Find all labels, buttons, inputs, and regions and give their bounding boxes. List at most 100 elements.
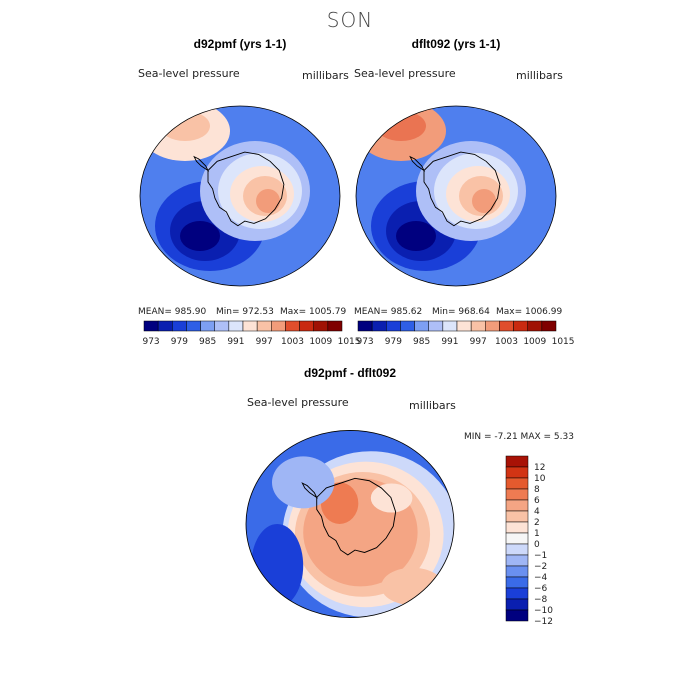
panel2-colorbar-swatch-4 — [414, 320, 429, 332]
panel1-colorbar-tick-label: 1003 — [281, 337, 304, 347]
panel3-colorbar-swatch-4 — [505, 499, 529, 512]
panel3-coastline — [316, 477, 397, 556]
panel1-colorbar-swatch-8 — [256, 320, 272, 332]
panel1-colorbar-swatch-0 — [143, 320, 159, 332]
panel2-colorbar-swatch-11 — [513, 320, 528, 332]
panel3-colorbar-tick-label: 2 — [534, 518, 540, 528]
panel1-mean: MEAN= 985.90 — [138, 307, 207, 317]
panel1-colorbar-tick-label: 1015 — [338, 337, 361, 347]
panel2-colorbar-swatch-2 — [386, 320, 401, 332]
panel1-colorbar-swatch-4 — [200, 320, 215, 332]
panel2-contour-band-10 — [472, 189, 496, 213]
panel1-contour-band-10 — [256, 189, 280, 213]
panel1-colorbar-tick-label: 979 — [171, 337, 188, 347]
panel2-colorbar-swatch-8 — [470, 320, 486, 332]
panel1-colorbar: 973 979 985 991 997 1003 1009 1015 — [142, 320, 361, 347]
panel2-colorbar: 973 979 985 991 997 1003 1009 1015 — [356, 320, 575, 347]
panel1-colorbar-swatch-9 — [271, 320, 286, 332]
panel1-title: d92pmf (yrs 1-1) — [193, 37, 287, 51]
panel3-colorbar-swatch-5 — [505, 510, 529, 523]
panel1-units-label: millibars — [302, 69, 349, 82]
panel2-contour-band-2 — [376, 111, 426, 141]
panel2-colorbar-tick-label: 985 — [413, 337, 430, 347]
panel3-colorbar-swatch-0 — [505, 455, 529, 468]
panel2-colorbar-tick-label: 973 — [356, 337, 373, 347]
panel2-colorbar-swatch-5 — [428, 320, 444, 332]
panel2-colorbar-swatch-1 — [371, 320, 387, 332]
panel2-colorbar-tick-label: 991 — [441, 337, 458, 347]
panel3-colorbar-tick-label: 12 — [534, 463, 545, 473]
panel3-contour-band-6 — [370, 483, 413, 513]
panel3-contour-band-9 — [251, 524, 304, 608]
panel3-colorbar-tick-label: −8 — [534, 595, 548, 605]
panel2-colorbar-swatch-12 — [527, 320, 543, 332]
panel2-colorbar-tick-label: 1009 — [523, 337, 546, 347]
panel1-coastline — [207, 151, 285, 227]
panel1-colorbar-swatch-10 — [285, 320, 300, 332]
panel3-map-border — [245, 429, 455, 619]
panel2-contour-band-5 — [396, 221, 436, 251]
panel3-colorbar-swatch-2 — [505, 477, 529, 490]
panel2-colorbar-tick-label: 1015 — [552, 337, 575, 347]
panel1-colorbar-swatch-12 — [313, 320, 329, 332]
panel3-colorbar-swatch-3 — [505, 488, 529, 501]
panel2-colorbar-swatch-10 — [499, 320, 514, 332]
panel3-colorbar-swatch-8 — [505, 543, 529, 556]
panel2-map — [355, 105, 557, 287]
panel1-contour-band-2 — [160, 111, 210, 141]
panel2-peninsula-coastline — [409, 155, 426, 172]
panel2-mean: MEAN= 985.62 — [354, 307, 423, 317]
panel1-colorbar-swatch-11 — [299, 320, 314, 332]
panel2-colorbar-swatch-6 — [442, 320, 458, 332]
panel2-colorbar-swatch-9 — [485, 320, 500, 332]
panel3-contour-band-7 — [272, 456, 335, 509]
panel3-colorbar-tick-label: −4 — [534, 573, 548, 583]
panel1-colorbar-swatch-13 — [327, 320, 343, 332]
panel3-colorbar-swatch-13 — [505, 598, 529, 611]
panel3-colorbar-tick-label: 4 — [534, 507, 540, 517]
panel2-title: dflt092 (yrs 1-1) — [411, 37, 501, 51]
panel1-peninsula-coastline — [193, 155, 210, 172]
panel3-colorbar-swatch-10 — [505, 565, 529, 578]
panel1-variable-label: Sea-level pressure — [138, 67, 240, 80]
panel2-min: Min= 968.64 — [432, 307, 490, 317]
panel1-min: Min= 972.53 — [216, 307, 274, 317]
panel3-colorbar-swatch-1 — [505, 466, 529, 479]
panel2-units-label: millibars — [516, 69, 563, 82]
panel2-coastline — [423, 151, 501, 227]
panel3-colorbar-tick-label: 1 — [534, 529, 540, 539]
panel1-colorbar-tick-label: 985 — [199, 337, 216, 347]
panel1-map-border — [139, 105, 341, 287]
panel2-colorbar-tick-label: 997 — [470, 337, 487, 347]
panel3-colorbar-swatch-11 — [505, 576, 529, 589]
panel1-colorbar-swatch-6 — [228, 320, 244, 332]
panel2-colorbar-tick-label: 979 — [385, 337, 402, 347]
panel1-colorbar-swatch-1 — [157, 320, 173, 332]
panel3-colorbar-swatch-6 — [505, 521, 529, 534]
figure-title: SON — [326, 8, 374, 32]
panel3-colorbar-tick-label: 8 — [534, 485, 540, 495]
panel1-colorbar-swatch-7 — [242, 320, 258, 332]
panel3-colorbar-tick-label: 6 — [534, 496, 540, 506]
panel2-map-border — [355, 105, 557, 287]
panel3-title: d92pmf - dflt092 — [303, 366, 396, 380]
panel1-colorbar-swatch-5 — [214, 320, 230, 332]
panel2-variable-label: Sea-level pressure — [354, 67, 456, 80]
panel1-map — [139, 105, 341, 287]
panel3-contour-band-8 — [381, 567, 444, 606]
panel2-colorbar-swatch-0 — [357, 320, 373, 332]
panel3-variable-label: Sea-level pressure — [247, 396, 349, 409]
panel3-colorbar-tick-label: −1 — [534, 551, 547, 561]
panel2-colorbar-swatch-7 — [456, 320, 472, 332]
panel1-colorbar-swatch-2 — [172, 320, 187, 332]
panel3-units-label: millibars — [409, 399, 456, 412]
panel3-peninsula-coastline — [301, 482, 318, 499]
panel3-colorbar-swatch-7 — [505, 532, 529, 545]
panel3-colorbar-tick-label: 10 — [534, 474, 546, 484]
panel2-max: Max= 1006.99 — [496, 307, 563, 317]
panel1-colorbar-tick-label: 973 — [142, 337, 159, 347]
panel3-colorbar-tick-label: −2 — [534, 562, 547, 572]
panel3-colorbar-tick-label: −6 — [534, 584, 548, 594]
panel3-minmax: MIN = -7.21 MAX = 5.33 — [464, 432, 574, 442]
